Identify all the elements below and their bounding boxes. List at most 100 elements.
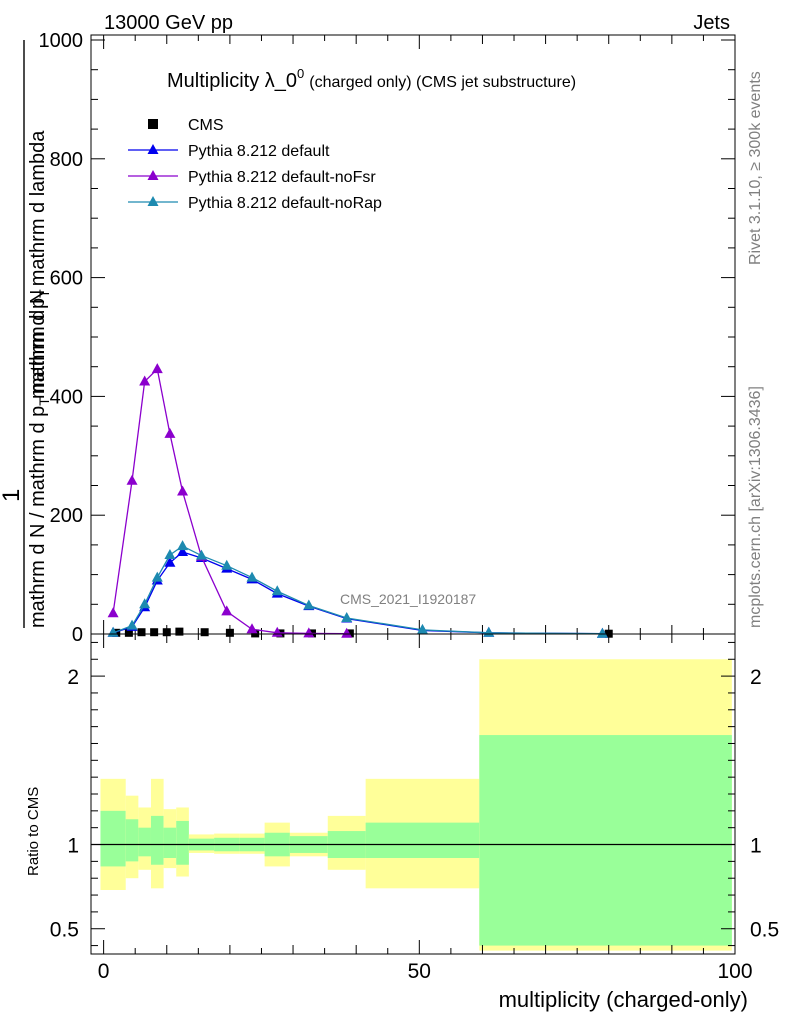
data-point — [175, 627, 184, 636]
analysis-watermark: CMS_2021_I1920187 — [340, 591, 476, 607]
data-point — [225, 628, 234, 637]
data-point — [341, 611, 353, 622]
x-tick-label: 50 — [408, 960, 431, 983]
ratio-bin — [214, 833, 240, 854]
ratio-bin — [125, 795, 139, 879]
y-tick-label: 600 — [50, 268, 83, 290]
category-label: Jets — [693, 12, 730, 34]
data-point — [596, 627, 608, 638]
legend-label: Pythia 8.212 default-noRap — [188, 195, 382, 212]
data-point — [164, 556, 176, 567]
ratio-bin — [150, 778, 164, 889]
ratio-bin — [365, 778, 480, 889]
data-point — [483, 626, 495, 637]
legend-marker — [147, 144, 159, 154]
y-tick-label: 800 — [50, 149, 83, 171]
y-label-denominator-2: mathrm d pTmathrm d lambda — [27, 130, 52, 399]
ratio-bin — [163, 809, 177, 869]
ratio-y-axis-label: Ratio to CMS — [25, 787, 42, 876]
energy-label: 13000 GeV pp — [104, 12, 233, 34]
data-point — [271, 585, 283, 596]
data-point — [303, 599, 315, 610]
data-point — [246, 571, 258, 582]
ratio-y-tick-label: 2 — [67, 666, 79, 689]
ratio-tick-labels: 0.5 0.5 1 1 2 2 0 50 100 — [50, 666, 779, 983]
ratio-bin — [327, 815, 366, 870]
data-point — [251, 629, 260, 638]
legend-label: CMS — [188, 117, 224, 134]
series-2 — [107, 363, 353, 638]
ratio-y-tick-label: 0.5 — [50, 919, 79, 942]
plot-title: Multiplicity λ_00 (charged only) (CMS jet… — [167, 66, 576, 92]
legend-entry: CMS — [148, 117, 224, 134]
x-tick-label: 100 — [717, 960, 752, 983]
ratio-panel: 0.5 0.5 1 1 2 2 0 50 100 Ratio to CMS multiplici… — [25, 633, 779, 1012]
title-main: Multiplicity λ_0 — [167, 70, 297, 92]
ratio-y-tick-label-right: 0.5 — [750, 919, 779, 942]
x-tick-label: 0 — [98, 960, 110, 983]
data-point — [137, 628, 146, 637]
ratio-bin — [176, 807, 189, 877]
data-point — [177, 546, 189, 557]
ratio-x-ticks — [103, 634, 736, 954]
main-y-ticks — [91, 39, 735, 635]
data-point — [221, 559, 233, 570]
data-point — [151, 571, 163, 582]
data-point — [126, 474, 138, 485]
ratio-inner-band — [176, 820, 189, 865]
data-point — [246, 623, 258, 634]
ratio-bin — [138, 807, 151, 870]
data-point — [177, 485, 189, 496]
ratio-y-tick-label: 1 — [67, 835, 79, 858]
legend-label: Pythia 8.212 default — [188, 143, 330, 160]
data-point — [341, 627, 353, 638]
series-line — [112, 367, 347, 635]
data-point — [221, 605, 233, 616]
data-point — [164, 427, 176, 438]
ratio-inner-band — [100, 810, 126, 867]
legend: CMS Pythia 8.212 default Pythia 8.212 defa… — [128, 117, 382, 212]
ratio-y-ticks — [91, 641, 735, 947]
y-tick-label: 0 — [72, 624, 83, 646]
legend-entry: Pythia 8.212 default-noFsr — [128, 169, 376, 186]
mcplots-label: mcplots.cern.ch [arXiv:1306.3436] — [747, 386, 764, 628]
legend-entry: Pythia 8.212 default-noRap — [128, 195, 382, 212]
data-point — [150, 628, 159, 637]
data-point — [200, 628, 209, 637]
ratio-bin — [188, 834, 215, 853]
ratio-inner-band — [365, 822, 480, 858]
ratio-bin — [100, 778, 126, 890]
title-superscript: 0 — [297, 66, 304, 81]
main-y-axis-label: 1 mathrm d N / mathrm d pTmathrm d N mat… — [0, 40, 52, 628]
legend-entry: Pythia 8.212 default — [128, 143, 330, 160]
legend-marker — [147, 170, 159, 180]
data-point — [139, 598, 151, 609]
ratio-bin — [479, 659, 732, 951]
y-label-numerator-1: 1 — [0, 489, 25, 502]
y-tick-label: 1000 — [39, 30, 84, 52]
legend-marker — [147, 196, 159, 206]
ratio-inner-band — [150, 815, 164, 865]
data-point — [124, 628, 133, 637]
title-rest: (charged only) (CMS jet substructure) — [309, 74, 576, 91]
ratio-y-tick-label-right: 2 — [750, 666, 762, 689]
data-point — [151, 363, 163, 374]
data-point — [126, 619, 138, 630]
ratio-bands — [100, 659, 732, 951]
main-y-tick-labels: 0 200 400 600 800 1000 — [39, 30, 84, 646]
legend-label: Pythia 8.212 default-noFsr — [188, 169, 376, 186]
data-point — [177, 540, 189, 551]
x-axis-label: multiplicity (charged-only) — [499, 987, 748, 1012]
ratio-bin — [239, 833, 265, 854]
data-point — [107, 607, 119, 618]
data-point — [139, 375, 151, 386]
y-tick-label: 200 — [50, 505, 83, 527]
ratio-inner-band — [125, 819, 139, 862]
data-point — [164, 548, 176, 559]
legend-marker — [148, 119, 158, 129]
y-label-denominator: mathrm d N / mathrm d pTmathrm d N — [27, 290, 52, 628]
data-point — [195, 549, 207, 560]
ratio-y-tick-label-right: 1 — [750, 835, 762, 858]
